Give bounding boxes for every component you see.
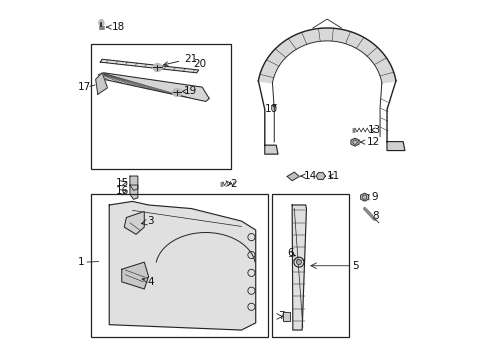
Polygon shape (351, 138, 359, 146)
Polygon shape (122, 262, 148, 289)
Text: 13: 13 (368, 125, 382, 135)
Polygon shape (130, 185, 138, 199)
Text: 14: 14 (301, 171, 317, 181)
Text: 20: 20 (193, 59, 206, 69)
Text: 21: 21 (164, 54, 197, 66)
Text: 9: 9 (372, 192, 378, 202)
Polygon shape (283, 312, 291, 321)
Text: 19: 19 (181, 86, 197, 96)
Text: 2: 2 (231, 179, 237, 189)
Text: 16: 16 (116, 186, 129, 197)
Polygon shape (361, 193, 368, 201)
Text: 8: 8 (372, 211, 378, 221)
Polygon shape (292, 205, 306, 330)
Polygon shape (316, 173, 325, 180)
Polygon shape (258, 28, 396, 83)
Text: 4: 4 (147, 277, 154, 287)
Text: 15: 15 (116, 177, 129, 188)
Polygon shape (265, 145, 278, 154)
Text: 3: 3 (147, 216, 154, 226)
Polygon shape (130, 176, 138, 190)
Text: 5: 5 (352, 261, 359, 271)
Text: 10: 10 (265, 104, 278, 113)
Text: 7: 7 (278, 311, 285, 321)
Polygon shape (124, 211, 144, 234)
Text: 11: 11 (327, 171, 341, 181)
Polygon shape (287, 172, 299, 181)
Polygon shape (109, 202, 256, 330)
Bar (272, 194, 348, 337)
Polygon shape (98, 73, 209, 102)
Bar (92, 194, 268, 337)
Text: 17: 17 (78, 82, 91, 92)
Ellipse shape (99, 19, 104, 26)
Polygon shape (96, 73, 107, 94)
Polygon shape (100, 59, 198, 73)
Bar (92, 44, 231, 169)
Circle shape (296, 260, 301, 265)
Ellipse shape (172, 89, 182, 96)
Ellipse shape (153, 64, 162, 71)
Polygon shape (387, 141, 405, 150)
Text: 18: 18 (106, 22, 125, 32)
Text: 6: 6 (288, 248, 294, 258)
Text: 1: 1 (78, 257, 84, 267)
Text: 12: 12 (361, 137, 380, 147)
